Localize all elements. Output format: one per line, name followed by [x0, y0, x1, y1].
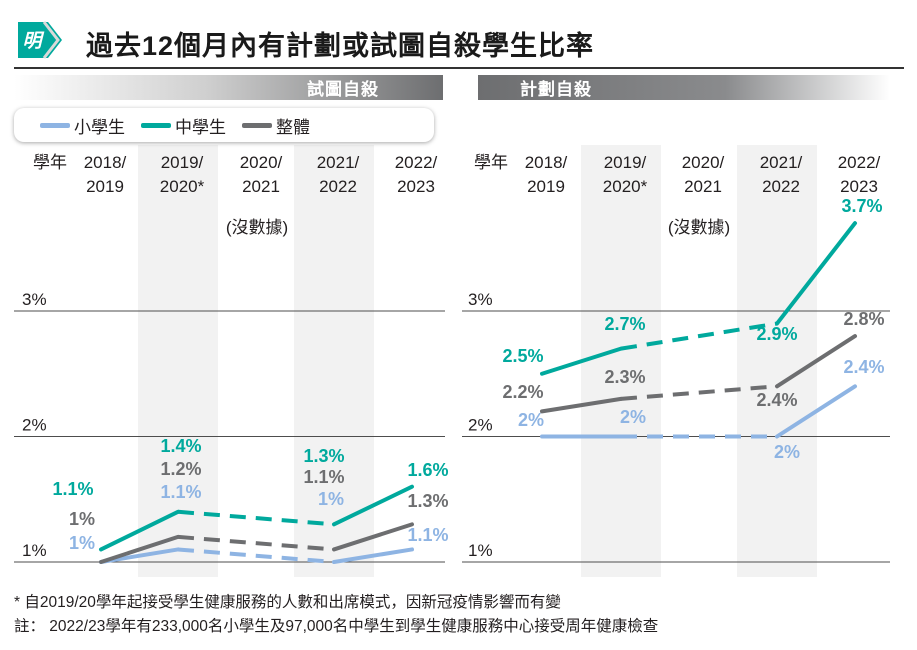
x-tick-label: 2021/	[760, 153, 803, 172]
data-label-primary: 2%	[518, 410, 544, 430]
no-data-note: (沒數據)	[668, 218, 730, 237]
series-dashed-line-secondary	[177, 509, 335, 527]
legend-swatch-secondary	[141, 122, 171, 128]
x-tick-label: 2020*	[603, 177, 648, 196]
data-label-secondary: 2.9%	[756, 324, 797, 344]
series-line-secondary	[540, 346, 623, 376]
page-title: 過去12個月內有計劃或試圖自殺學生比率	[86, 31, 595, 61]
x-tick-label: 2022	[762, 177, 800, 196]
panel-title-planned-text: 計劃自殺	[520, 80, 592, 99]
x-tick-label: 2021	[684, 177, 722, 196]
data-label-secondary: 3.7%	[841, 196, 882, 216]
data-label-secondary: 1.1%	[52, 479, 93, 499]
series-line-secondary	[99, 509, 180, 552]
data-label-overall: 1%	[69, 509, 95, 529]
x-axis-prefix: 學年	[33, 153, 67, 172]
panel-title-planned: 計劃自殺	[478, 75, 890, 100]
series-line-overall	[540, 396, 623, 414]
data-label-primary: 1.1%	[407, 525, 448, 545]
x-tick-label: 2020*	[160, 177, 205, 196]
series-line-primary	[332, 547, 414, 564]
x-tick-label: 2020/	[240, 153, 283, 172]
data-label-overall: 2.3%	[604, 367, 645, 387]
legend-label-overall: 整體	[276, 117, 310, 137]
x-tick-label: 2022/	[395, 153, 438, 172]
x-tick-label: 2022/	[838, 153, 881, 172]
legend-item-primary: 小學生	[40, 113, 125, 138]
legend-swatch-primary	[40, 122, 70, 128]
column-shade-1	[581, 145, 661, 577]
data-label-overall: 2.8%	[843, 309, 884, 329]
x-tick-label: 2020/	[682, 153, 725, 172]
logo-text: 明	[22, 31, 44, 52]
legend-item-overall: 整體	[242, 113, 310, 138]
x-tick-label: 2019	[86, 177, 124, 196]
series-line-secondary	[332, 484, 414, 527]
data-label-primary: 1.1%	[160, 482, 201, 502]
footnote-sample: 註： 2022/23學年有233,000名小學生及97,000名中學生到學生健康…	[14, 618, 659, 635]
series-line-overall	[332, 522, 414, 552]
x-tick-label: 2021/	[317, 153, 360, 172]
no-data-note: (沒數據)	[226, 218, 288, 237]
x-tick-label: 2019/	[161, 153, 204, 172]
data-label-overall: 1.2%	[160, 459, 201, 479]
panel-title-attempted: 試圖自殺	[14, 75, 443, 100]
data-label-overall: 1.3%	[407, 491, 448, 511]
x-tick-label: 2018/	[84, 153, 127, 172]
data-label-secondary: 2.5%	[502, 346, 543, 366]
data-label-secondary: 1.3%	[303, 446, 344, 466]
x-tick-label: 2018/	[525, 153, 568, 172]
column-shade-1	[138, 145, 218, 577]
x-tick-label: 2023	[840, 177, 878, 196]
x-tick-label: 2023	[397, 177, 435, 196]
series-line-overall	[99, 534, 180, 564]
data-label-primary: 1%	[69, 533, 95, 553]
legend-item-secondary: 中學生	[141, 113, 226, 138]
legend-label-primary: 小學生	[74, 117, 125, 137]
data-label-primary: 2%	[620, 407, 646, 427]
series-dashed-line-primary	[177, 547, 335, 564]
panel-title-attempted-text: 試圖自殺	[307, 80, 379, 99]
y-tick-label: 2%	[22, 416, 47, 435]
legend: 小學生 中學生 整體	[14, 108, 434, 142]
series-line-overall	[775, 334, 857, 389]
data-label-overall: 1.1%	[303, 467, 344, 487]
data-label-overall: 2.4%	[756, 390, 797, 410]
series-line-secondary	[775, 221, 857, 326]
footnote-covid: * 自2019/20學年起接受學生健康服務的人數和出席模式，因新冠疫情影響而有變	[14, 594, 561, 611]
legend-label-secondary: 中學生	[175, 117, 226, 137]
x-axis-prefix: 學年	[474, 153, 508, 172]
column-shade-3	[737, 145, 817, 577]
y-tick-label: 3%	[468, 290, 493, 309]
x-tick-label: 2021	[242, 177, 280, 196]
y-tick-label: 2%	[468, 416, 493, 435]
data-label-secondary: 1.4%	[160, 436, 201, 456]
column-shade-3	[294, 145, 374, 577]
y-tick-label: 1%	[468, 541, 493, 560]
data-label-primary: 2.4%	[843, 357, 884, 377]
x-tick-label: 2022	[319, 177, 357, 196]
series-dashed-line-overall	[177, 534, 335, 552]
x-tick-label: 2019	[527, 177, 565, 196]
series-dashed-line-secondary	[620, 321, 778, 351]
y-tick-label: 3%	[22, 290, 47, 309]
data-label-primary: 1%	[318, 489, 344, 509]
data-label-overall: 2.2%	[502, 382, 543, 402]
series-dashed-line-overall	[620, 384, 778, 401]
legend-swatch-overall	[242, 122, 272, 128]
series-line-primary	[775, 384, 857, 439]
y-tick-label: 1%	[22, 541, 47, 560]
data-label-secondary: 2.7%	[604, 314, 645, 334]
title-divider	[14, 67, 904, 69]
data-label-primary: 2%	[774, 442, 800, 462]
data-label-secondary: 1.6%	[407, 460, 448, 480]
x-tick-label: 2019/	[604, 153, 647, 172]
ming-pao-logo: 明	[18, 21, 62, 59]
